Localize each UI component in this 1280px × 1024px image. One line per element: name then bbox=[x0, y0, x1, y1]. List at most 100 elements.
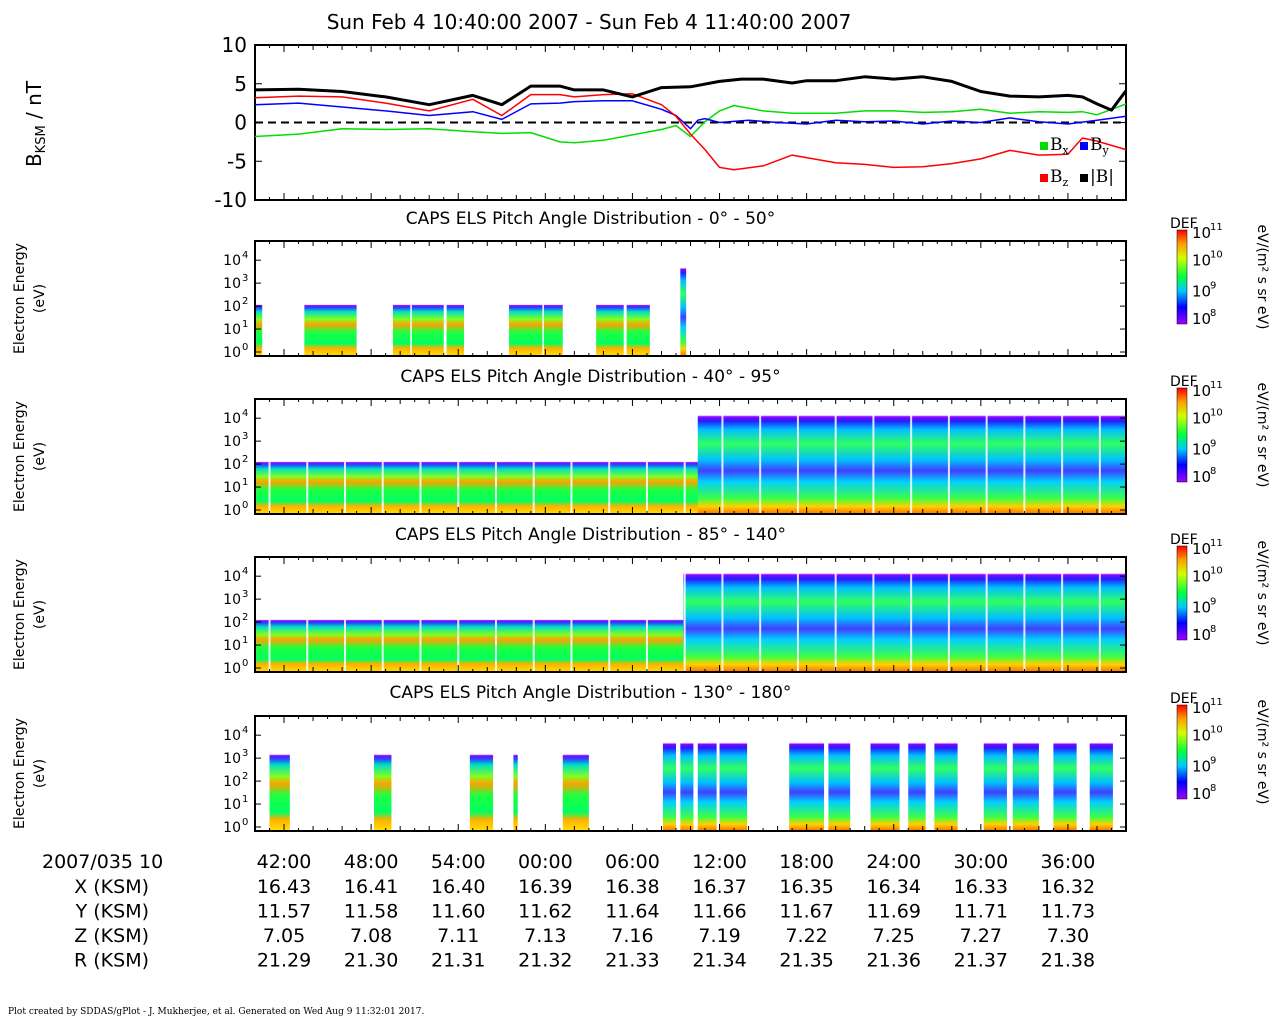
ephemeris-value: 21.36 bbox=[867, 950, 921, 972]
colorbar-tick-label: 10 bbox=[1192, 758, 1211, 776]
y-tick-label: 10 bbox=[223, 299, 241, 315]
colorbar bbox=[1176, 704, 1188, 800]
time-tick-label: 18:00 bbox=[779, 851, 834, 873]
colorbar-tick-label: 10 bbox=[1192, 726, 1211, 744]
legend-swatch-bmag bbox=[1080, 174, 1088, 182]
colorbar-unit: eV/(m² s sr eV) bbox=[1254, 700, 1270, 805]
ephemeris-value: 16.41 bbox=[344, 876, 398, 898]
spectrogram-block bbox=[828, 734, 851, 831]
y-tick-label: 10 bbox=[223, 797, 241, 813]
panel-pitch-angle-1: CAPS ELS Pitch Angle Distribution - 0° -… bbox=[12, 209, 1270, 361]
legend-label: B bbox=[1050, 135, 1063, 155]
legend-swatch-by bbox=[1080, 142, 1088, 150]
y-axis-label-unit: (eV) bbox=[32, 284, 48, 313]
ephemeris-value: 11.69 bbox=[867, 901, 921, 923]
colorbar-label: DEF bbox=[1170, 374, 1198, 390]
colorbar-tick-exponent: 10 bbox=[1210, 407, 1223, 418]
y-tick-label: 10 bbox=[223, 638, 241, 654]
y-axis-label: Electron Energy bbox=[12, 243, 28, 354]
spectrogram-block bbox=[374, 736, 392, 831]
ephemeris-value: 21.31 bbox=[431, 950, 485, 972]
colorbar-tick-label: 10 bbox=[1192, 567, 1211, 585]
time-tick-label: 24:00 bbox=[866, 851, 921, 873]
y-axis-label-unit: (eV) bbox=[32, 759, 48, 788]
ephemeris-value: 21.32 bbox=[518, 950, 572, 972]
y-tick-exponent: 4 bbox=[242, 408, 248, 419]
spectrogram-block bbox=[870, 734, 900, 831]
y-tick-label: 10 bbox=[223, 411, 241, 427]
colorbar-tick-exponent: 11 bbox=[1210, 538, 1223, 549]
y-tick-label: 10 bbox=[223, 434, 241, 450]
legend-entry-bmag: |B| bbox=[1090, 167, 1114, 187]
ephemeris-value: 7.25 bbox=[873, 925, 915, 947]
y-tick-exponent: 4 bbox=[242, 250, 248, 261]
legend-label-sub: x bbox=[1063, 144, 1070, 157]
y-tick-exponent: 3 bbox=[242, 589, 248, 600]
y-tick-label: 10 bbox=[223, 820, 241, 836]
y-tick-label: 10 bbox=[223, 592, 241, 608]
time-tick-label: 42:00 bbox=[257, 851, 312, 873]
colorbar-tick-exponent: 10 bbox=[1210, 565, 1223, 576]
y-tick-label: 10 bbox=[223, 457, 241, 473]
ephemeris-value: 16.37 bbox=[692, 876, 746, 898]
colorbar-tick-label: 10 bbox=[1192, 310, 1211, 328]
y-tick-label: 10 bbox=[223, 276, 241, 292]
plot-title: Sun Feb 4 10:40:00 2007 - Sun Feb 4 11:4… bbox=[327, 10, 852, 34]
spectrogram-block bbox=[543, 292, 563, 356]
ephemeris-value: 7.05 bbox=[263, 925, 305, 947]
spectrogram-block bbox=[934, 734, 958, 831]
y-tick-label: -5 bbox=[227, 149, 247, 173]
legend-label: |B| bbox=[1090, 167, 1114, 187]
y-tick-label: 10 bbox=[223, 503, 241, 519]
ephemeris-label: Y (KSM) bbox=[75, 901, 149, 923]
y-tick-label: 0 bbox=[234, 111, 247, 135]
y-axis-label: Electron Energy bbox=[12, 401, 28, 512]
y-tick-label: 5 bbox=[234, 72, 247, 96]
colorbar-tick-label: 10 bbox=[1192, 283, 1211, 301]
series-line-bmag bbox=[254, 75, 1128, 112]
y-tick-label: 10 bbox=[222, 33, 247, 57]
ephemeris-value: 16.32 bbox=[1041, 876, 1095, 898]
y-axis-label: BKSM / nT bbox=[22, 80, 49, 167]
colorbar-tick-label: 10 bbox=[1192, 441, 1211, 459]
y-tick-exponent: 1 bbox=[242, 635, 248, 646]
panel-pitch-angle-2: CAPS ELS Pitch Angle Distribution - 40° … bbox=[12, 367, 1270, 519]
time-tick-label: 12:00 bbox=[692, 851, 747, 873]
spectrogram-block bbox=[304, 292, 357, 356]
ephemeris-value: 11.60 bbox=[431, 901, 485, 923]
spectrogram-block bbox=[1012, 734, 1039, 831]
y-tick-label: 10 bbox=[223, 569, 241, 585]
colorbar-unit: eV/(m² s sr eV) bbox=[1254, 225, 1270, 330]
ephemeris-value: 11.67 bbox=[779, 901, 833, 923]
y-tick-exponent: 3 bbox=[242, 273, 248, 284]
spectrogram-region-late bbox=[683, 563, 1125, 672]
y-tick-exponent: 1 bbox=[242, 794, 248, 805]
colorbar-unit: eV/(m² s sr eV) bbox=[1254, 541, 1270, 646]
spectrogram-region-early bbox=[256, 449, 699, 514]
series-line-by bbox=[254, 100, 1127, 130]
legend-swatch-bz bbox=[1040, 174, 1048, 182]
ephemeris-value: 16.35 bbox=[779, 876, 833, 898]
y-tick-label: 10 bbox=[223, 751, 241, 767]
y-axis-label: Electron Energy bbox=[12, 718, 28, 829]
ephemeris-value: 7.30 bbox=[1047, 925, 1089, 947]
colorbar-tick-exponent: 8 bbox=[1210, 783, 1216, 794]
spectrogram-block bbox=[697, 734, 717, 831]
spectrogram-block bbox=[513, 736, 518, 831]
legend-entry-bz: Bz bbox=[1050, 167, 1069, 189]
colorbar-tick-exponent: 8 bbox=[1210, 624, 1216, 635]
y-tick-exponent: 4 bbox=[242, 725, 248, 736]
y-tick-label: 10 bbox=[223, 345, 241, 361]
y-tick-exponent: 0 bbox=[242, 658, 248, 669]
legend-label-sub: y bbox=[1102, 144, 1110, 157]
spectrogram-block bbox=[411, 292, 444, 356]
spectrogram-block bbox=[562, 736, 589, 831]
colorbar-tick-exponent: 9 bbox=[1210, 756, 1216, 767]
colorbar bbox=[1176, 387, 1188, 483]
colorbar-tick-label: 10 bbox=[1192, 251, 1211, 269]
colorbar bbox=[1176, 545, 1188, 641]
y-tick-exponent: 0 bbox=[242, 342, 248, 353]
ephemeris-value: 21.30 bbox=[344, 950, 398, 972]
y-axis-label-sub: KSM bbox=[34, 125, 49, 153]
